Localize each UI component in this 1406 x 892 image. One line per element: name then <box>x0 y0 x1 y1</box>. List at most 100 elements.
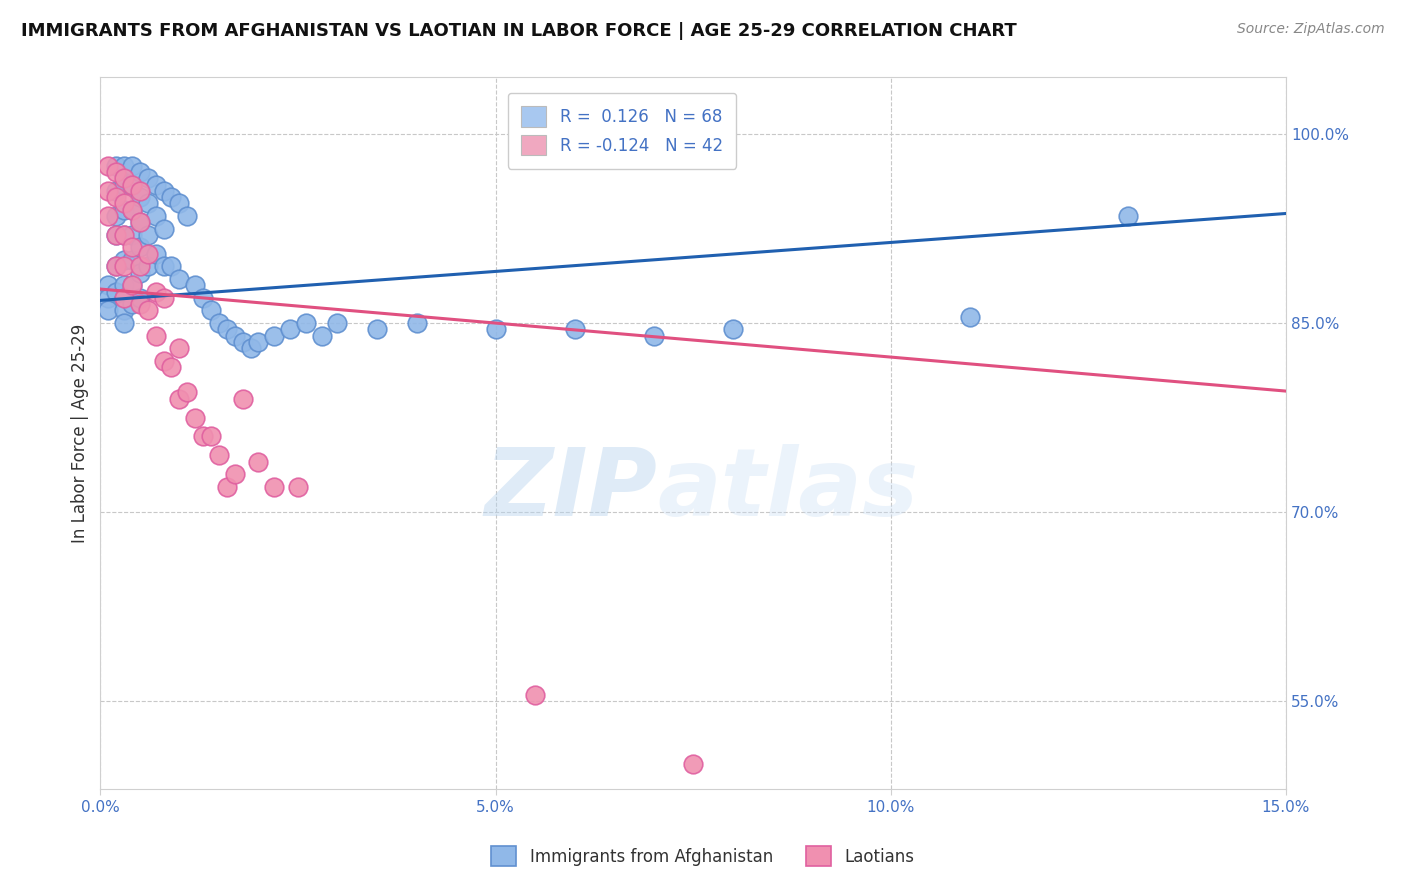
Point <box>136 303 159 318</box>
Point <box>176 209 198 223</box>
Point <box>224 328 246 343</box>
Point <box>136 247 159 261</box>
Point <box>145 178 167 192</box>
Point <box>105 227 128 242</box>
Point <box>160 260 183 274</box>
Point <box>105 159 128 173</box>
Point <box>128 266 150 280</box>
Point <box>295 316 318 330</box>
Point <box>105 190 128 204</box>
Point <box>152 184 174 198</box>
Point <box>215 480 238 494</box>
Point <box>145 328 167 343</box>
Point <box>263 480 285 494</box>
Point <box>136 171 159 186</box>
Point <box>112 291 135 305</box>
Point <box>232 392 254 406</box>
Point <box>152 291 174 305</box>
Point <box>121 159 143 173</box>
Point <box>200 303 222 318</box>
Point <box>112 196 135 211</box>
Point <box>97 303 120 318</box>
Point <box>136 227 159 242</box>
Point <box>121 202 143 217</box>
Point <box>200 429 222 443</box>
Point <box>176 385 198 400</box>
Point <box>145 247 167 261</box>
Point <box>311 328 333 343</box>
Point <box>97 278 120 293</box>
Point <box>121 178 143 192</box>
Point <box>643 328 665 343</box>
Point <box>215 322 238 336</box>
Point <box>97 184 120 198</box>
Point <box>160 360 183 375</box>
Point <box>366 322 388 336</box>
Text: Source: ZipAtlas.com: Source: ZipAtlas.com <box>1237 22 1385 37</box>
Point <box>287 480 309 494</box>
Point <box>105 260 128 274</box>
Point <box>152 221 174 235</box>
Point <box>121 278 143 293</box>
Point <box>145 285 167 299</box>
Point <box>128 240 150 254</box>
Point <box>105 227 128 242</box>
Point <box>112 260 135 274</box>
Point <box>208 448 231 462</box>
Point <box>224 467 246 482</box>
Point <box>112 316 135 330</box>
Point <box>112 278 135 293</box>
Point <box>121 240 143 254</box>
Point <box>524 688 547 702</box>
Point <box>232 334 254 349</box>
Point <box>121 178 143 192</box>
Point <box>152 354 174 368</box>
Point <box>169 196 191 211</box>
Point <box>1116 209 1139 223</box>
Point <box>128 190 150 204</box>
Point <box>128 215 150 229</box>
Point <box>105 184 128 198</box>
Point <box>128 165 150 179</box>
Point <box>112 227 135 242</box>
Point <box>121 278 143 293</box>
Point <box>247 334 270 349</box>
Point <box>169 272 191 286</box>
Point <box>128 215 150 229</box>
Point <box>247 455 270 469</box>
Point <box>191 429 214 443</box>
Point <box>152 260 174 274</box>
Point <box>121 253 143 268</box>
Point <box>405 316 427 330</box>
Point <box>105 165 128 179</box>
Point <box>128 291 150 305</box>
Y-axis label: In Labor Force | Age 25-29: In Labor Force | Age 25-29 <box>72 324 89 543</box>
Point <box>121 297 143 311</box>
Point <box>721 322 744 336</box>
Point <box>682 756 704 771</box>
Point <box>191 291 214 305</box>
Point <box>136 196 159 211</box>
Point <box>112 253 135 268</box>
Point <box>239 341 262 355</box>
Point <box>105 260 128 274</box>
Point <box>278 322 301 336</box>
Legend: R =  0.126   N = 68, R = -0.124   N = 42: R = 0.126 N = 68, R = -0.124 N = 42 <box>508 93 737 169</box>
Point <box>112 227 135 242</box>
Point <box>105 209 128 223</box>
Point <box>208 316 231 330</box>
Point <box>128 297 150 311</box>
Text: atlas: atlas <box>658 444 920 536</box>
Point <box>112 303 135 318</box>
Point <box>121 202 143 217</box>
Point <box>97 209 120 223</box>
Point <box>105 285 128 299</box>
Point <box>959 310 981 324</box>
Text: IMMIGRANTS FROM AFGHANISTAN VS LAOTIAN IN LABOR FORCE | AGE 25-29 CORRELATION CH: IMMIGRANTS FROM AFGHANISTAN VS LAOTIAN I… <box>21 22 1017 40</box>
Point <box>97 159 120 173</box>
Point <box>160 190 183 204</box>
Point <box>112 178 135 192</box>
Point <box>169 392 191 406</box>
Point <box>128 184 150 198</box>
Point <box>97 291 120 305</box>
